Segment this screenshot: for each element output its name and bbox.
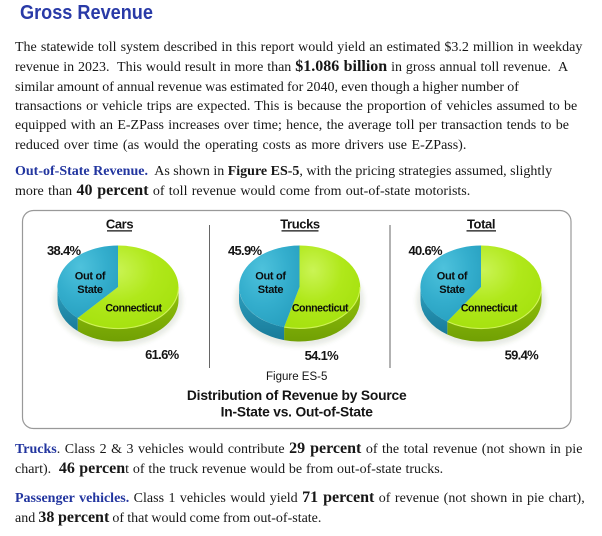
svg-text:Out of: Out of [255,271,286,283]
svg-text:59.4%: 59.4% [505,347,540,362]
svg-text:40.6%: 40.6% [409,243,444,258]
svg-text:38.4%: 38.4% [47,243,82,258]
svg-text:Out of: Out of [75,271,106,283]
svg-text:Connecticut: Connecticut [105,303,162,315]
svg-text:Figure ES-5: Figure ES-5 [266,371,327,383]
svg-text:State: State [258,284,284,296]
svg-text:State: State [439,284,465,296]
svg-text:Cars: Cars [106,217,133,232]
svg-text:61.6%: 61.6% [145,347,180,362]
svg-text:Total: Total [467,217,495,232]
svg-text:State: State [77,284,103,296]
svg-text:In-State vs. Out-of-State: In-State vs. Out-of-State [221,404,374,419]
svg-text:Out of: Out of [437,271,468,283]
svg-text:Distribution of Revenue by Sou: Distribution of Revenue by Source [187,388,407,403]
svg-text:Connecticut: Connecticut [461,303,518,315]
svg-text:54.1%: 54.1% [305,348,340,363]
svg-text:45.9%: 45.9% [228,243,263,258]
svg-text:Connecticut: Connecticut [292,303,349,315]
svg-text:Trucks: Trucks [280,217,320,232]
